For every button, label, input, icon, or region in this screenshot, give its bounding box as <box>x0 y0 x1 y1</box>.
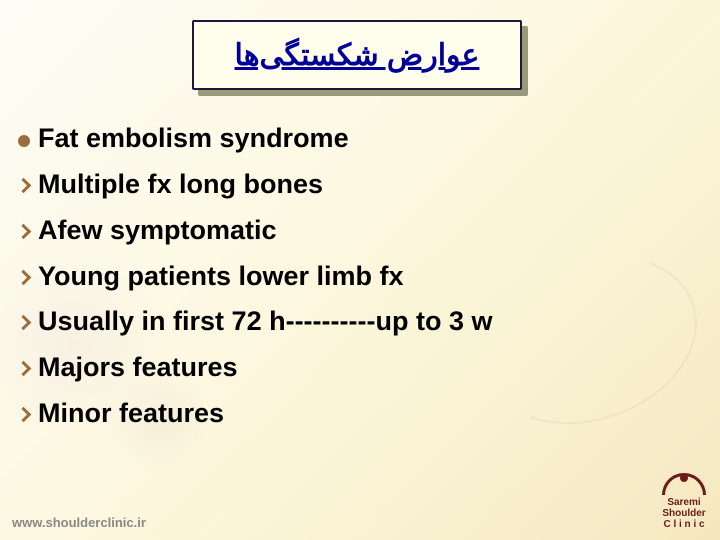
slide-title: عوارض شکستگی‌ها <box>235 38 480 73</box>
chevron-right-icon <box>18 271 32 285</box>
list-item-text: Fat embolism syndrome <box>38 118 349 160</box>
title-box: عوارض شکستگی‌ها <box>192 20 522 90</box>
clinic-logo: Saremi Shoulder C l i n i c <box>662 473 706 530</box>
list-item-text: Minor features <box>38 393 224 435</box>
logo-text-line: Shoulder <box>662 508 706 519</box>
list-item: Majors features <box>18 347 700 389</box>
list-item-text: Usually in first 72 h----------up to 3 w <box>38 301 492 343</box>
list-item: Minor features <box>18 393 700 435</box>
chevron-right-icon <box>18 225 32 239</box>
chevron-right-icon <box>18 362 32 376</box>
content-area: Fat embolism syndrome Multiple fx long b… <box>18 118 700 439</box>
chevron-right-icon <box>18 316 32 330</box>
slide: عوارض شکستگی‌ها Fat embolism syndrome Mu… <box>0 0 720 540</box>
chevron-right-icon <box>18 408 32 422</box>
footer-url: www.shoulderclinic.ir <box>12 515 146 530</box>
logo-arc-icon <box>662 473 706 495</box>
list-item-text: Multiple fx long bones <box>38 164 323 206</box>
list-item: Fat embolism syndrome <box>18 118 700 160</box>
list-item: Multiple fx long bones <box>18 164 700 206</box>
bullet-dot-icon <box>18 135 30 147</box>
chevron-right-icon <box>18 179 32 193</box>
list-item-text: Afew symptomatic <box>38 210 277 252</box>
logo-text-line: Saremi <box>662 497 706 508</box>
logo-text-line: C l i n i c <box>662 519 706 530</box>
list-item: Young patients lower limb fx <box>18 256 700 298</box>
list-item-text: Majors features <box>38 347 238 389</box>
list-item-text: Young patients lower limb fx <box>38 256 404 298</box>
list-item: Afew symptomatic <box>18 210 700 252</box>
list-item: Usually in first 72 h----------up to 3 w <box>18 301 700 343</box>
